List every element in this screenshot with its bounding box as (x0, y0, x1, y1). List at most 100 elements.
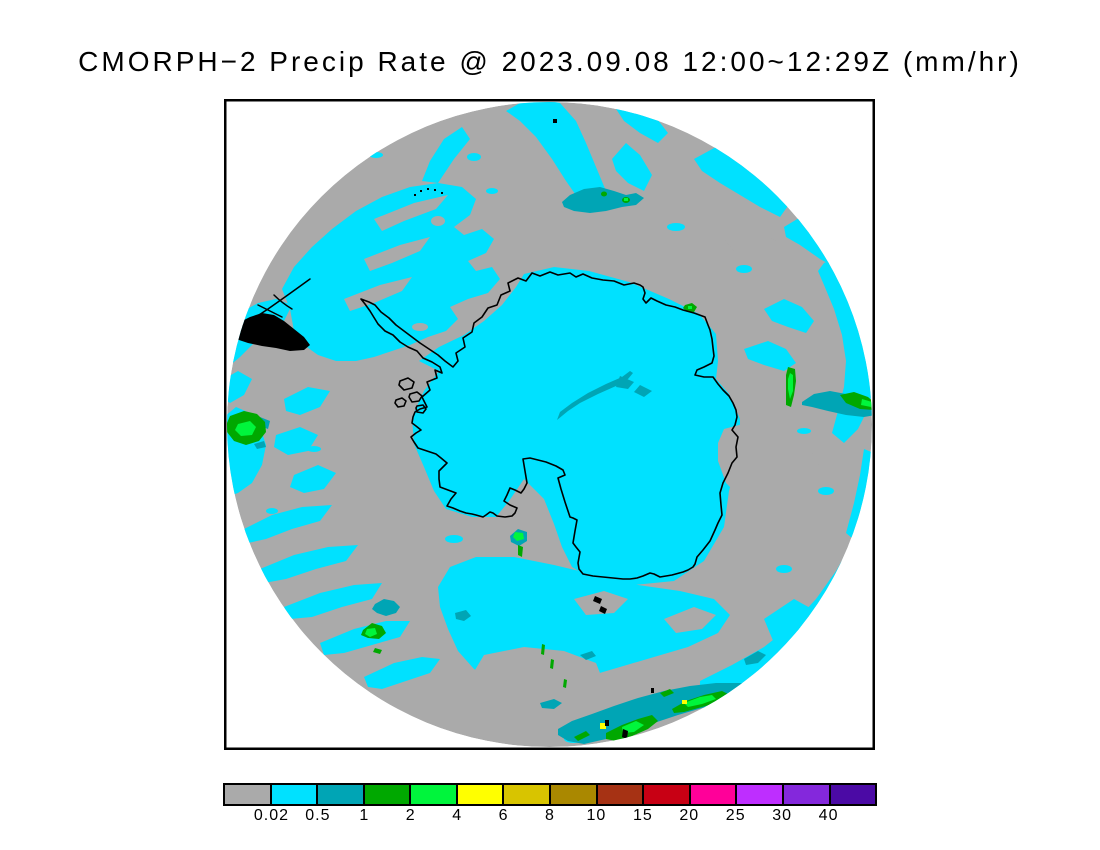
precip-region (612, 143, 652, 191)
precip-region (506, 102, 606, 207)
gray-streak (364, 237, 430, 271)
antarctica-outline (360, 271, 739, 580)
precip-light-regions (227, 102, 872, 743)
green-dash (541, 644, 545, 655)
green-dash (660, 689, 674, 697)
precip-region (422, 127, 470, 183)
colorbar-tick-label: 0.5 (305, 807, 331, 824)
plot-title: CMORPH−2 Precip Rate @ 2023.09.08 12:00~… (78, 46, 1022, 77)
gray-streak (374, 195, 448, 231)
teal-spot (254, 441, 266, 449)
colorbar-segment (504, 785, 552, 804)
precip-region (616, 105, 668, 143)
teal-blob-southwest (372, 599, 400, 616)
gray-streak (412, 323, 428, 331)
bright-green-core (788, 373, 793, 399)
colorbar-segment (597, 785, 645, 804)
colorbar-tick-label: 40 (818, 807, 839, 824)
teal-blob-north (562, 187, 644, 213)
coastal-island (408, 391, 423, 403)
green-dot (601, 191, 607, 197)
colorbar-segment (737, 785, 784, 804)
bright-green-core (513, 532, 524, 541)
coastal-island (394, 397, 407, 408)
precip-region (282, 183, 500, 361)
coastal-island (415, 404, 427, 414)
teal-spot (540, 699, 562, 709)
yellow-spot (600, 723, 606, 729)
precip-region (412, 267, 740, 585)
precip-region (744, 341, 796, 371)
colorbar-tick-label: 0.02 (253, 807, 289, 824)
gray-streak (574, 591, 628, 615)
colorbar-segment (830, 785, 876, 804)
south-america-coast (257, 304, 283, 318)
colorbar (223, 783, 877, 806)
colorbar-tick-label: 1 (359, 807, 370, 824)
coastal-island (593, 596, 602, 604)
south-america-coast (273, 294, 293, 310)
map-frame (224, 99, 875, 750)
colorbar-labels: 0.02 0.5 1 2 4 6 8 10 15 20 25 30 40 (223, 807, 877, 827)
teal-spot (455, 610, 471, 621)
colorbar-tick-label: 25 (725, 807, 746, 824)
island-dot (651, 688, 654, 693)
colorbar-segment (644, 785, 691, 804)
colorbar-tick-label: 30 (772, 807, 793, 824)
colorbar-tick-label: 20 (679, 807, 700, 824)
gray-streak (431, 216, 445, 226)
colorbar-segment (364, 785, 412, 804)
precip-region (284, 583, 382, 619)
gray-streak (724, 229, 776, 255)
gray-streak (534, 199, 564, 239)
map-border (224, 99, 875, 750)
bright-green-core (861, 399, 872, 407)
colorbar-tick-label: 8 (545, 807, 555, 824)
teal-spot (744, 651, 766, 665)
no-precip-texture (344, 129, 820, 717)
teal-spot (580, 651, 596, 660)
island-arc-dots (414, 188, 443, 196)
bright-green-core (235, 421, 256, 436)
green-dash (563, 679, 567, 688)
island-dot (553, 119, 557, 123)
green-dash (574, 731, 590, 741)
gray-streak (664, 607, 716, 633)
colorbar-segment (411, 785, 458, 804)
precip-region (694, 147, 790, 217)
island-dot (605, 720, 609, 726)
bright-green-core (624, 198, 628, 201)
precip-region (764, 599, 812, 643)
gray-streak (474, 129, 540, 189)
colorbar-tick-label: 10 (586, 807, 607, 824)
colorbar-segment (318, 785, 365, 804)
precip-region (244, 505, 332, 543)
precip-region (274, 427, 318, 455)
colorbar-tick-label: 15 (632, 807, 653, 824)
gray-streak (344, 277, 412, 311)
precip-region (700, 543, 866, 701)
precip-region (284, 387, 330, 415)
precip-region (260, 545, 358, 583)
green-dash (550, 659, 554, 669)
colorbar-tick-label: 6 (498, 807, 509, 824)
colorbar-tick-label: 2 (405, 807, 416, 824)
colorbar-segment (551, 785, 598, 804)
teal-streak-interior (616, 376, 634, 389)
teal-streak-interior (634, 385, 652, 397)
gray-streak (654, 189, 710, 215)
colorbar-segment (690, 785, 738, 804)
colorbar-segment (783, 785, 831, 804)
south-america-coast (233, 278, 311, 332)
green-dash (518, 545, 523, 557)
gray-streak (472, 647, 604, 717)
precip-region (227, 371, 252, 403)
yellow-spot (682, 700, 687, 704)
island-dot (622, 729, 628, 739)
bright-green-core (365, 628, 377, 637)
teal-streak-interior (557, 371, 633, 420)
precip-map (224, 99, 875, 750)
precip-region (764, 299, 814, 333)
precip-region (320, 621, 410, 655)
precip-region (290, 465, 336, 493)
